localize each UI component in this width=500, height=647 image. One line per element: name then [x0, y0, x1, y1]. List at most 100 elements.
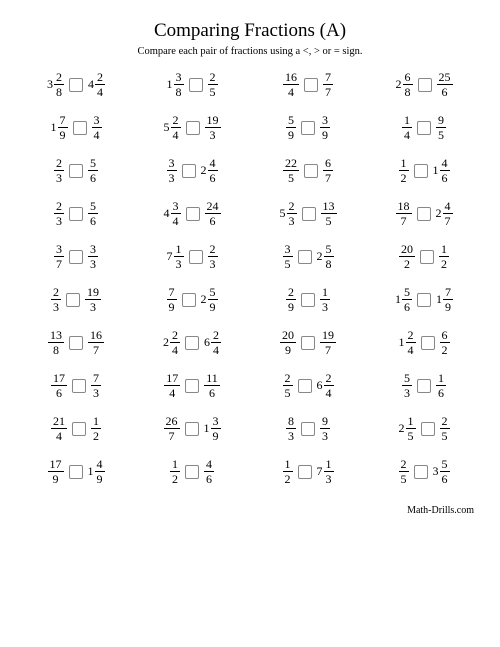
- answer-box[interactable]: [185, 336, 199, 350]
- answer-box[interactable]: [417, 121, 431, 135]
- answer-box[interactable]: [421, 422, 435, 436]
- denominator: 8: [326, 257, 332, 270]
- fraction: 39: [320, 114, 330, 141]
- answer-box[interactable]: [298, 379, 312, 393]
- denominator: 6: [442, 85, 448, 98]
- answer-box[interactable]: [72, 379, 86, 393]
- answer-box[interactable]: [72, 422, 86, 436]
- fraction: 12: [283, 458, 293, 485]
- problem: 179149: [22, 458, 130, 485]
- fraction-stack: 46: [208, 157, 218, 184]
- answer-box[interactable]: [414, 465, 428, 479]
- answer-box[interactable]: [69, 164, 83, 178]
- fraction: 56: [88, 157, 98, 184]
- problem: 79259: [138, 286, 246, 313]
- fraction-stack: 35: [283, 243, 293, 270]
- answer-box[interactable]: [66, 293, 80, 307]
- answer-box[interactable]: [185, 465, 199, 479]
- fraction-stack: 56: [88, 200, 98, 227]
- answer-box[interactable]: [186, 207, 200, 221]
- numerator: 5: [88, 157, 98, 171]
- fraction-stack: 12: [283, 458, 293, 485]
- answer-box[interactable]: [298, 465, 312, 479]
- answer-box[interactable]: [418, 78, 432, 92]
- answer-box[interactable]: [414, 164, 428, 178]
- fraction-stack: 79: [167, 286, 177, 313]
- fraction: 179: [48, 458, 64, 485]
- answer-box[interactable]: [304, 78, 318, 92]
- fraction: 713: [317, 458, 334, 485]
- answer-box[interactable]: [298, 250, 312, 264]
- fraction-stack: 202: [399, 243, 415, 270]
- whole-number: 7: [167, 249, 173, 264]
- numerator: 6: [440, 329, 450, 343]
- whole-number: 2: [163, 335, 169, 350]
- fraction-stack: 67: [323, 157, 333, 184]
- denominator: 3: [56, 171, 62, 184]
- whole-number: 4: [88, 77, 94, 92]
- fraction: 12: [170, 458, 180, 485]
- denominator: 3: [210, 128, 216, 141]
- numerator: 1: [283, 458, 293, 472]
- answer-box[interactable]: [185, 379, 199, 393]
- answer-box[interactable]: [189, 250, 203, 264]
- fraction: 193: [205, 114, 221, 141]
- fraction: 225: [283, 157, 299, 184]
- fraction: 167: [88, 329, 104, 356]
- fraction: 59: [286, 114, 296, 141]
- numerator: 6: [323, 157, 333, 171]
- problem: 33246: [138, 157, 246, 184]
- answer-box[interactable]: [186, 121, 200, 135]
- numerator: 5: [324, 243, 334, 257]
- answer-box[interactable]: [301, 422, 315, 436]
- answer-box[interactable]: [301, 121, 315, 135]
- fraction-stack: 13: [324, 458, 334, 485]
- answer-box[interactable]: [69, 250, 83, 264]
- numerator: 19: [320, 329, 336, 343]
- fraction: 23: [54, 157, 64, 184]
- answer-box[interactable]: [301, 293, 315, 307]
- answer-box[interactable]: [302, 207, 316, 221]
- answer-box[interactable]: [417, 379, 431, 393]
- problem: 5316: [370, 372, 478, 399]
- fraction-stack: 25: [208, 71, 218, 98]
- answer-box[interactable]: [69, 78, 83, 92]
- fraction-stack: 256: [437, 71, 453, 98]
- denominator: 7: [325, 343, 331, 356]
- whole-number: 4: [164, 206, 170, 221]
- numerator: 4: [204, 458, 214, 472]
- denominator: 6: [206, 472, 212, 485]
- answer-box[interactable]: [69, 207, 83, 221]
- fraction: 14: [402, 114, 412, 141]
- answer-box[interactable]: [182, 293, 196, 307]
- numerator: 5: [440, 458, 450, 472]
- problem: 174116: [138, 372, 246, 399]
- answer-box[interactable]: [417, 207, 431, 221]
- answer-box[interactable]: [185, 422, 199, 436]
- fraction-stack: 46: [440, 157, 450, 184]
- fraction-stack: 34: [171, 200, 181, 227]
- answer-box[interactable]: [301, 336, 315, 350]
- answer-box[interactable]: [420, 250, 434, 264]
- numerator: 1: [439, 243, 449, 257]
- denominator: 4: [173, 214, 179, 227]
- fraction-stack: 37: [54, 243, 64, 270]
- fraction-stack: 56: [88, 157, 98, 184]
- answer-box[interactable]: [182, 164, 196, 178]
- answer-box[interactable]: [417, 293, 431, 307]
- answer-box[interactable]: [69, 465, 83, 479]
- answer-box[interactable]: [421, 336, 435, 350]
- fraction-stack: 12: [439, 243, 449, 270]
- numerator: 2: [211, 329, 221, 343]
- footer: Math-Drills.com: [22, 505, 478, 516]
- whole-number: 1: [399, 335, 405, 350]
- answer-box[interactable]: [69, 336, 83, 350]
- problem: 8393: [254, 415, 362, 442]
- fraction: 256: [437, 71, 453, 98]
- whole-number: 1: [88, 464, 94, 479]
- fraction: 328: [47, 71, 64, 98]
- answer-box[interactable]: [304, 164, 318, 178]
- numerator: 1: [91, 415, 101, 429]
- answer-box[interactable]: [73, 121, 87, 135]
- answer-box[interactable]: [189, 78, 203, 92]
